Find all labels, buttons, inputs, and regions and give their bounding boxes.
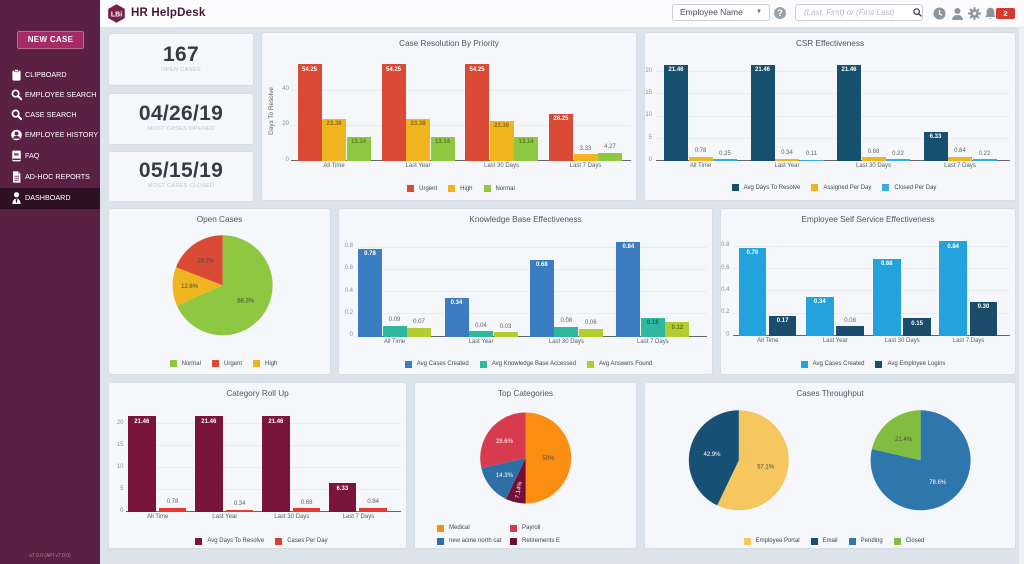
svg-text:28.6%: 28.6% bbox=[496, 439, 514, 445]
svg-text:68.3%: 68.3% bbox=[237, 298, 255, 304]
svg-text:42.9%: 42.9% bbox=[703, 452, 721, 458]
svg-text:7.14%: 7.14% bbox=[515, 481, 524, 499]
svg-text:50%: 50% bbox=[542, 456, 555, 462]
svg-text:57.1%: 57.1% bbox=[757, 464, 775, 470]
svg-text:12.6%: 12.6% bbox=[181, 284, 199, 290]
svg-text:78.6%: 78.6% bbox=[929, 480, 947, 486]
svg-text:LBi: LBi bbox=[111, 11, 122, 18]
svg-text:21.4%: 21.4% bbox=[895, 437, 913, 443]
svg-text:19.2%: 19.2% bbox=[197, 259, 215, 265]
svg-text:14.3%: 14.3% bbox=[496, 473, 514, 479]
